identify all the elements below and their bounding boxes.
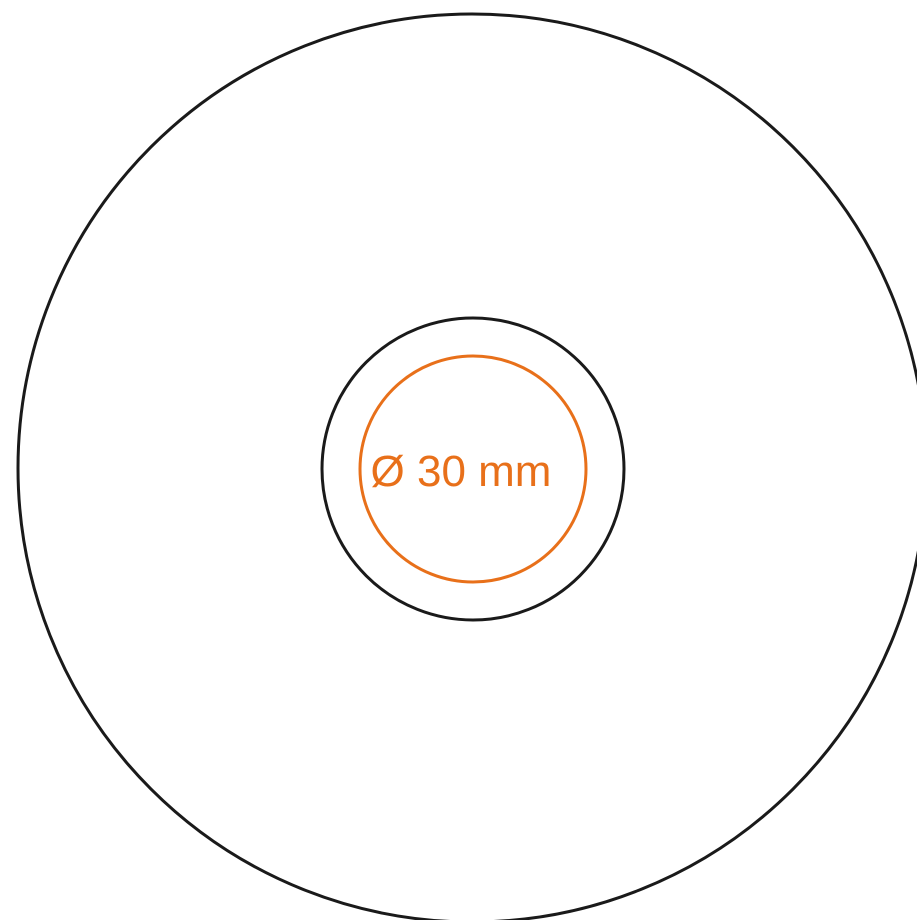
diameter-marker-circle: [358, 354, 588, 584]
diameter-label: Ø 30 mm: [371, 447, 552, 496]
center-hole-outline: [320, 316, 626, 622]
outer-disc-outline: [16, 12, 917, 920]
